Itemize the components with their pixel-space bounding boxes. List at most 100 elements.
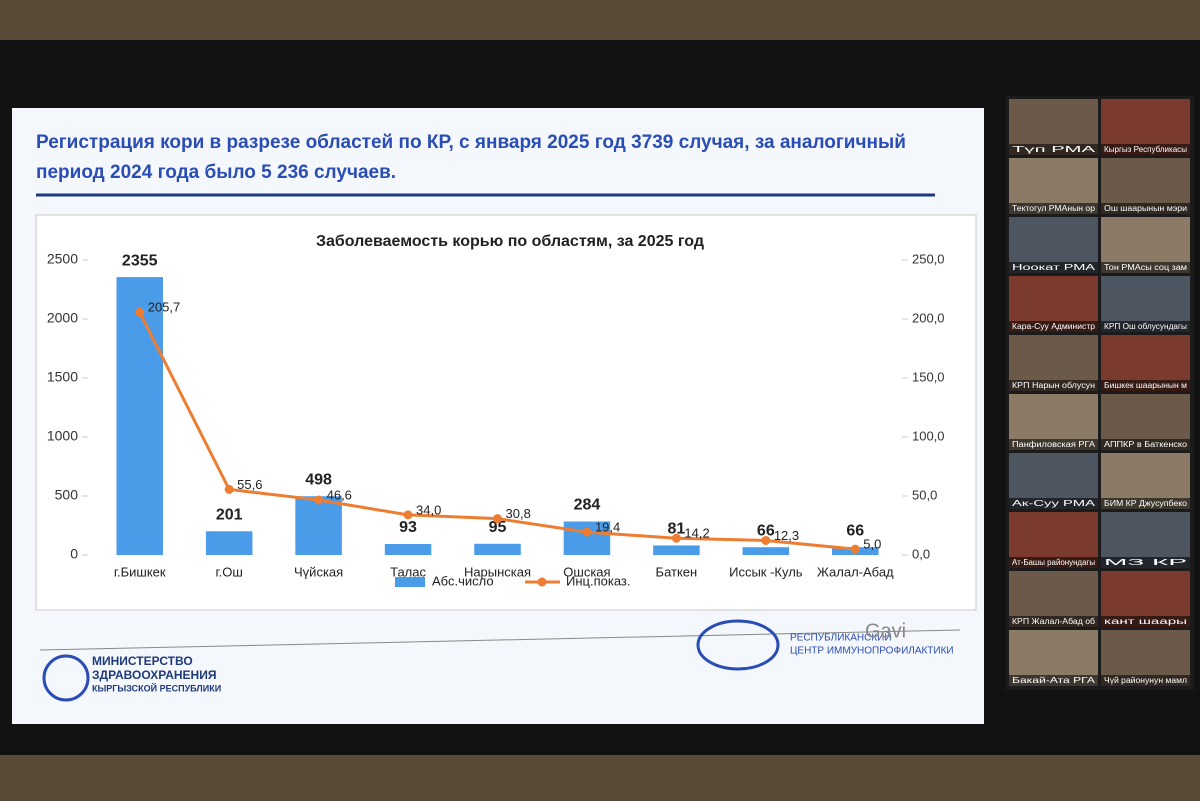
rate-marker bbox=[493, 514, 502, 524]
x-tick-label: Талас bbox=[390, 564, 426, 579]
chart: 0 500 1000 1500 2000 2500 0,0 50,0 100,0 150,0 200… bbox=[47, 251, 945, 589]
rate-value-label: 55,6 bbox=[237, 477, 262, 492]
x-tick-label: г.Бишкек bbox=[114, 564, 166, 579]
bar bbox=[384, 544, 432, 555]
partner-logo: Gavi bbox=[865, 620, 906, 642]
tile-caption-bg bbox=[1009, 439, 1098, 450]
bar bbox=[116, 277, 163, 555]
tile-caption-bg bbox=[1009, 144, 1098, 155]
legend-swatch bbox=[537, 577, 547, 587]
ministry-text: ЗДРАВООХРАНЕНИЯ bbox=[92, 668, 216, 682]
y-tick-label: 500 bbox=[55, 487, 79, 503]
rate-marker bbox=[582, 527, 592, 537]
participant-name: Кара-Суу Администр bbox=[1012, 322, 1096, 331]
bar-value-label: 95 bbox=[489, 519, 507, 536]
y2-tick-label: 100,0 bbox=[912, 428, 945, 443]
bar bbox=[563, 521, 611, 555]
tile-caption-bg bbox=[1009, 498, 1098, 509]
rate-marker bbox=[850, 544, 860, 554]
y-tick-label: 1500 bbox=[47, 369, 78, 385]
y2-tick-label: 50,0 bbox=[912, 487, 937, 502]
y2-tick-label: 150,0 bbox=[912, 369, 945, 384]
tile-caption-bg bbox=[1101, 557, 1190, 568]
participant-name: КРП Нарын облусун bbox=[1012, 381, 1095, 390]
tile-caption-bg bbox=[1101, 498, 1190, 509]
participant-name: АППКР в Баткенско bbox=[1104, 440, 1188, 449]
participant-name: КРП Ош облусундагы bbox=[1104, 322, 1187, 331]
tile-caption-bg bbox=[1101, 144, 1190, 155]
tile-caption-bg bbox=[1009, 616, 1098, 627]
ministry-text: МИНИСТЕРСТВО bbox=[92, 654, 193, 668]
tile-caption-bg bbox=[1009, 203, 1098, 214]
rate-marker bbox=[314, 495, 324, 505]
footer-rule bbox=[39, 629, 961, 651]
chart-title: Заболеваемость корью по областям, за 202… bbox=[316, 233, 704, 250]
participant-name: Кыргыз Республикасы bbox=[1104, 145, 1187, 154]
bar-value-label: 498 bbox=[305, 471, 332, 488]
rate-marker bbox=[671, 533, 681, 543]
participant-name: КРП Жалал-Абад об bbox=[1012, 617, 1095, 626]
participant-name: Ош шаарынын мэри bbox=[1104, 204, 1187, 213]
tile-caption-bg bbox=[1009, 675, 1098, 686]
legend-label: Абс.число bbox=[432, 573, 494, 588]
rate-value-label: 205,7 bbox=[148, 300, 181, 315]
center-logo bbox=[696, 619, 780, 671]
bar-value-label: 66 bbox=[846, 522, 864, 539]
x-tick-label: Иссык -Куль bbox=[729, 564, 803, 579]
participant-name: Панфиловская РГА bbox=[1012, 440, 1096, 449]
ministry-text: КЫРГЫЗСКОЙ РЕСПУБЛИКИ bbox=[92, 682, 221, 693]
x-tick-label: Жалал-Абад bbox=[817, 564, 894, 579]
tile-caption-bg bbox=[1009, 321, 1098, 332]
bar bbox=[742, 547, 790, 555]
tile-caption-bg bbox=[1009, 262, 1098, 273]
tile-caption-bg bbox=[1101, 675, 1190, 686]
participant-name: Чүй районунун мамл bbox=[1104, 676, 1187, 685]
rate-value-label: 14,2 bbox=[684, 526, 709, 541]
tile-caption-bg bbox=[1101, 616, 1190, 627]
video-tiles: Түп РМА Кыргыз Республикасы Тектогул РМАны… bbox=[1009, 99, 1190, 686]
tile-caption-bg bbox=[1101, 439, 1190, 450]
rate-marker bbox=[135, 307, 145, 317]
bar bbox=[474, 543, 521, 555]
x-tick-label: Нарынская bbox=[464, 564, 531, 579]
x-tick-label: Ошская bbox=[563, 564, 610, 579]
y-tick-label: 2000 bbox=[47, 310, 78, 326]
participant-name: БИМ КР Джусупбеко bbox=[1104, 499, 1188, 508]
bar bbox=[295, 496, 342, 555]
bar bbox=[205, 531, 253, 555]
rate-value-label: 46,6 bbox=[327, 487, 352, 502]
tile-caption-bg bbox=[1101, 262, 1190, 273]
rate-value-label: 30,8 bbox=[506, 506, 531, 521]
participant-name: Бишкек шаарынын м bbox=[1104, 381, 1187, 390]
participant-name: кант шаары bbox=[1104, 617, 1187, 626]
legend-swatch bbox=[395, 577, 425, 587]
bar-value-label: 66 bbox=[757, 522, 775, 539]
participant-name: Тектогул РМАнын ор bbox=[1012, 204, 1096, 213]
rate-marker bbox=[761, 535, 771, 545]
y2-tick-label: 250,0 bbox=[912, 251, 945, 266]
bar-value-label: 81 bbox=[667, 521, 685, 538]
y-tick-label: 2500 bbox=[47, 251, 78, 267]
participant-name: Тон РМАсы соц зам bbox=[1104, 263, 1187, 272]
x-tick-label: Баткен bbox=[656, 564, 698, 579]
y2-tick-label: 0,0 bbox=[912, 546, 930, 561]
participant-name: Бакай-Ата РГА bbox=[1012, 676, 1096, 685]
x-tick-label: г.Ош bbox=[216, 564, 243, 579]
tile-caption-bg bbox=[1101, 321, 1190, 332]
tile-caption-bg bbox=[1009, 380, 1098, 391]
participant-name: Ак-Суу РМА bbox=[1012, 499, 1096, 508]
rate-marker bbox=[224, 484, 234, 494]
y2-tick-label: 200,0 bbox=[912, 310, 945, 325]
center-text: ЦЕНТР ИММУНОПРОФИЛАКТИКИ bbox=[790, 646, 954, 657]
rate-value-label: 12,3 bbox=[774, 528, 799, 543]
bar-value-label: 284 bbox=[574, 497, 601, 514]
participant-name: МЗ КР bbox=[1104, 558, 1187, 567]
center-text: РЕСПУБЛИКАНСКИЙ bbox=[790, 631, 892, 644]
tile-caption-bg bbox=[1101, 380, 1190, 391]
participant-name: Ат-Башы районундагы bbox=[1012, 558, 1095, 567]
bar bbox=[653, 545, 700, 555]
tile-caption-bg bbox=[1009, 557, 1098, 568]
bar-value-label: 93 bbox=[399, 519, 417, 536]
y-tick-label: 0 bbox=[70, 546, 78, 562]
